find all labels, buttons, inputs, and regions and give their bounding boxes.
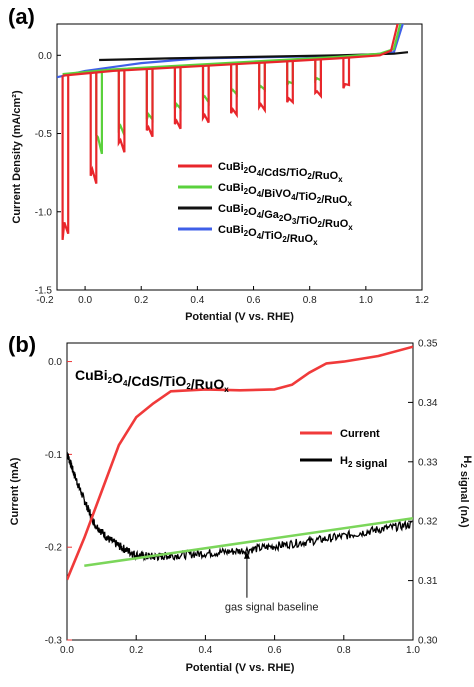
y-tick-label-a: -1.0 <box>35 207 53 218</box>
legend-label: CuBi2O4/BiVO4/TiO2/RuOx <box>218 182 352 208</box>
series-group-b <box>67 345 413 581</box>
plot-frame-a <box>56 23 423 291</box>
series-a-0 <box>61 24 399 241</box>
panel-label-b: (b) <box>8 332 36 357</box>
y-axis-title-left-b: Current (mA) <box>9 457 21 525</box>
light-pulse <box>230 64 238 119</box>
y-tick-label-left-b: -0.1 <box>45 450 63 461</box>
light-pulse <box>61 75 70 241</box>
light-pulse <box>258 62 266 114</box>
legend-a: CuBi2O4/CdS/TiO2/RuOxCuBi2O4/BiVO4/TiO2/… <box>178 161 353 247</box>
light-pulse <box>201 65 210 124</box>
x-tick-label-a: 0.8 <box>303 295 317 306</box>
legend-label: CuBi2O4/CdS/TiO2/RuOx <box>218 161 343 184</box>
y-tick-label-right-b: 0.35 <box>418 339 438 350</box>
x-tick-label-b: 0.4 <box>198 645 212 656</box>
light-pulse <box>286 60 294 105</box>
light-pulse <box>342 57 351 89</box>
x-tick-label-a: 0.0 <box>78 295 92 306</box>
x-tick-label-a: 1.0 <box>359 295 373 306</box>
y-axis-title-right-b: H2 signal (nA) <box>458 455 473 528</box>
x-axis-title-a: Potential (V vs. RHE) <box>185 311 294 323</box>
y-tick-label-a: -0.5 <box>35 129 53 140</box>
x-tick-label-b: 0.0 <box>60 645 74 656</box>
x-tick-label-a: 1.2 <box>415 295 429 306</box>
light-pulse <box>314 59 322 100</box>
y-tick-label-left-b: -0.2 <box>45 543 63 554</box>
annotation-label: gas signal baseline <box>225 602 319 614</box>
h2-signal-line <box>67 451 413 562</box>
x-tick-label-b: 0.2 <box>129 645 143 656</box>
series-a-1 <box>62 24 402 155</box>
y-tick-label-right-b: 0.30 <box>418 636 438 647</box>
x-tick-label-a: 0.6 <box>247 295 261 306</box>
y-tick-label-right-b: 0.32 <box>418 517 438 528</box>
dark-line <box>62 24 399 77</box>
y-axis-title-a: Current Density (mA/cm²) <box>11 90 23 224</box>
dark-line <box>99 51 409 62</box>
x-tick-label-b: 0.6 <box>268 645 282 656</box>
light-pulse <box>117 70 126 153</box>
y-tick-label-right-b: 0.31 <box>418 576 438 587</box>
y-tick-label-a: -1.5 <box>35 286 53 297</box>
x-tick-label-b: 0.8 <box>337 645 351 656</box>
legend-label: CuBi2O4/TiO2/RuOx <box>218 224 318 247</box>
y-tick-label-a: 0.0 <box>38 51 52 62</box>
x-tick-label-a: 0.2 <box>134 295 148 306</box>
annotation-arrowhead <box>243 551 250 559</box>
current-line <box>67 345 413 581</box>
x-tick-label-a: 0.4 <box>190 295 204 306</box>
x-tick-label-b: 1.0 <box>406 645 420 656</box>
panel-title-b: CuBi2O4/CdS/TiO2/RuOx <box>75 367 229 394</box>
baseline-line <box>84 516 413 567</box>
x-tick-label-a: -0.2 <box>36 295 54 306</box>
panel-label-a: (a) <box>8 4 35 29</box>
plot-frame-b <box>66 342 414 641</box>
light-pulse <box>145 68 154 138</box>
y-tick-label-right-b: 0.33 <box>418 457 438 468</box>
y-tick-label-left-b: 0.0 <box>48 357 62 368</box>
legend-label-current: Current <box>340 428 380 440</box>
light-pulse <box>89 72 98 184</box>
y-tick-label-left-b: -0.3 <box>45 636 63 647</box>
legend-label-h2: H2 signal <box>340 455 387 470</box>
y-tick-label-right-b: 0.34 <box>418 398 438 409</box>
light-pulse <box>173 67 182 130</box>
x-axis-title-b: Potential (V vs. RHE) <box>186 662 295 674</box>
legend-label: CuBi2O4/Ga2O3/TiO2/RuOx <box>218 203 353 232</box>
series-a-2 <box>99 51 409 62</box>
